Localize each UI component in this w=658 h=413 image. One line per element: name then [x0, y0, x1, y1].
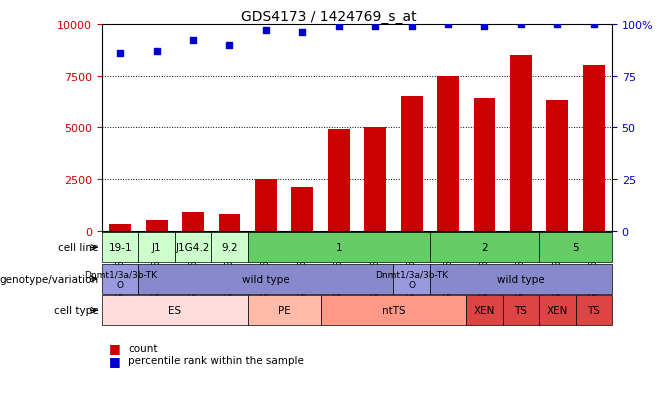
Text: ntTS: ntTS	[382, 306, 405, 316]
Bar	[145, 221, 168, 231]
Text: Dnmt1/3a/3b-TK
O: Dnmt1/3a/3b-TK O	[84, 270, 157, 289]
Point	[407, 24, 417, 30]
Point	[334, 24, 344, 30]
Text: count: count	[128, 343, 158, 353]
Text: genotype/variation: genotype/variation	[0, 274, 99, 284]
Point	[443, 21, 453, 28]
Text: ■: ■	[109, 354, 120, 367]
Text: TS: TS	[588, 306, 600, 316]
Point	[188, 38, 198, 45]
Text: XEN: XEN	[547, 306, 568, 316]
Text: PE: PE	[278, 306, 290, 316]
Point	[552, 21, 563, 28]
Text: J1G4.2: J1G4.2	[176, 243, 211, 253]
Point	[479, 24, 490, 30]
Bar	[365, 128, 386, 231]
Text: 2: 2	[481, 243, 488, 253]
Text: 1: 1	[336, 243, 342, 253]
Bar	[583, 66, 605, 231]
Point	[261, 28, 271, 34]
Bar	[510, 56, 532, 231]
Text: 19-1: 19-1	[109, 243, 132, 253]
Bar	[474, 99, 495, 231]
Point	[588, 21, 599, 28]
Bar	[401, 97, 422, 231]
Text: percentile rank within the sample: percentile rank within the sample	[128, 356, 304, 366]
Text: Dnmt1/3a/3b-TK
O: Dnmt1/3a/3b-TK O	[375, 270, 448, 289]
Bar	[291, 188, 313, 231]
Text: XEN: XEN	[474, 306, 495, 316]
Point	[297, 30, 307, 36]
Text: 9.2: 9.2	[221, 243, 238, 253]
Bar	[255, 180, 277, 231]
Text: GDS4173 / 1424769_s_at: GDS4173 / 1424769_s_at	[241, 10, 417, 24]
Bar	[182, 213, 204, 231]
Text: J1: J1	[152, 243, 161, 253]
Point	[151, 48, 162, 55]
Point	[224, 42, 235, 49]
Text: ES: ES	[168, 306, 182, 316]
Bar	[109, 224, 131, 231]
Bar	[328, 130, 349, 231]
Text: cell type: cell type	[54, 306, 99, 316]
Text: 5: 5	[572, 243, 579, 253]
Bar	[437, 76, 459, 231]
Text: wild type: wild type	[497, 274, 545, 284]
Bar	[218, 215, 240, 231]
Bar	[546, 101, 569, 231]
Point	[516, 21, 526, 28]
Point	[115, 50, 126, 57]
Text: ■: ■	[109, 342, 120, 355]
Point	[370, 24, 380, 30]
Text: cell line: cell line	[59, 243, 99, 253]
Text: wild type: wild type	[242, 274, 290, 284]
Text: TS: TS	[515, 306, 527, 316]
